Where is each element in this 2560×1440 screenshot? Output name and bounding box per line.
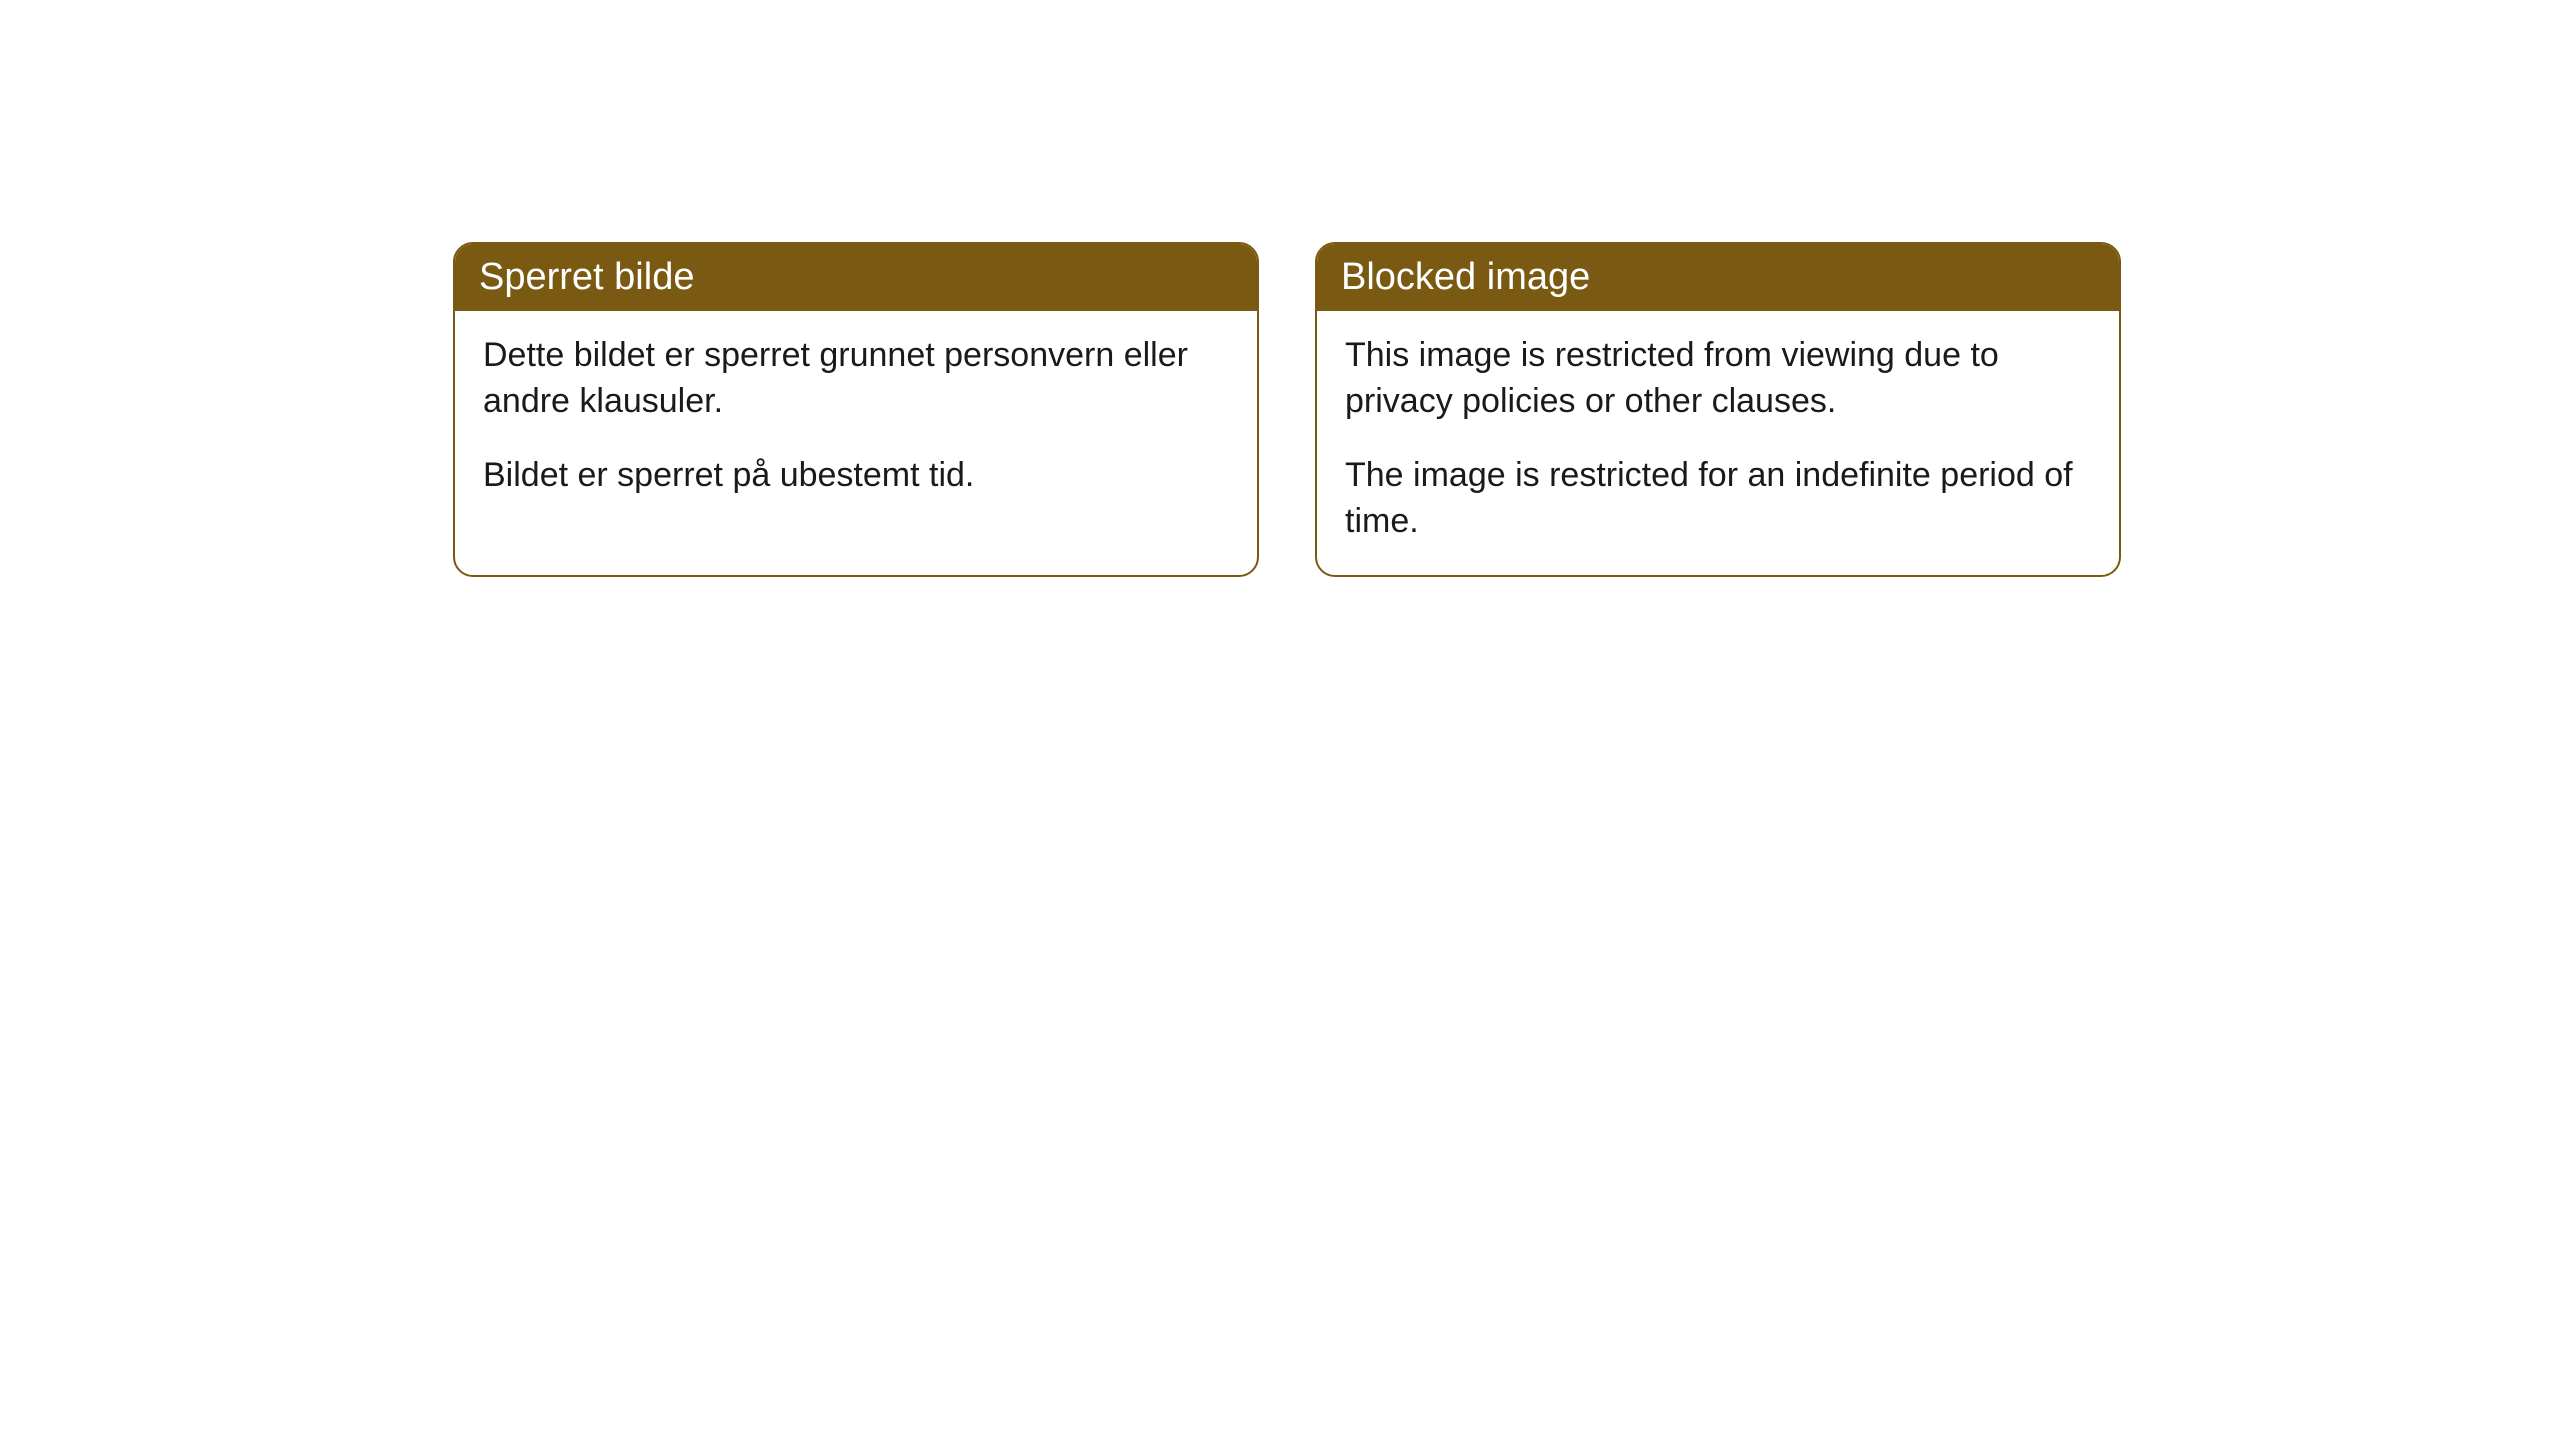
card-body: Dette bildet er sperret grunnet personve…	[455, 311, 1257, 529]
card-paragraph-2: Bildet er sperret på ubestemt tid.	[483, 453, 1229, 499]
card-body: This image is restricted from viewing du…	[1317, 311, 2119, 575]
card-paragraph-2: The image is restricted for an indefinit…	[1345, 453, 2091, 545]
card-header: Sperret bilde	[455, 244, 1257, 311]
card-english: Blocked image This image is restricted f…	[1315, 242, 2121, 577]
card-paragraph-1: Dette bildet er sperret grunnet personve…	[483, 333, 1229, 425]
card-norwegian: Sperret bilde Dette bildet er sperret gr…	[453, 242, 1259, 577]
card-paragraph-1: This image is restricted from viewing du…	[1345, 333, 2091, 425]
card-header: Blocked image	[1317, 244, 2119, 311]
cards-container: Sperret bilde Dette bildet er sperret gr…	[453, 242, 2560, 577]
